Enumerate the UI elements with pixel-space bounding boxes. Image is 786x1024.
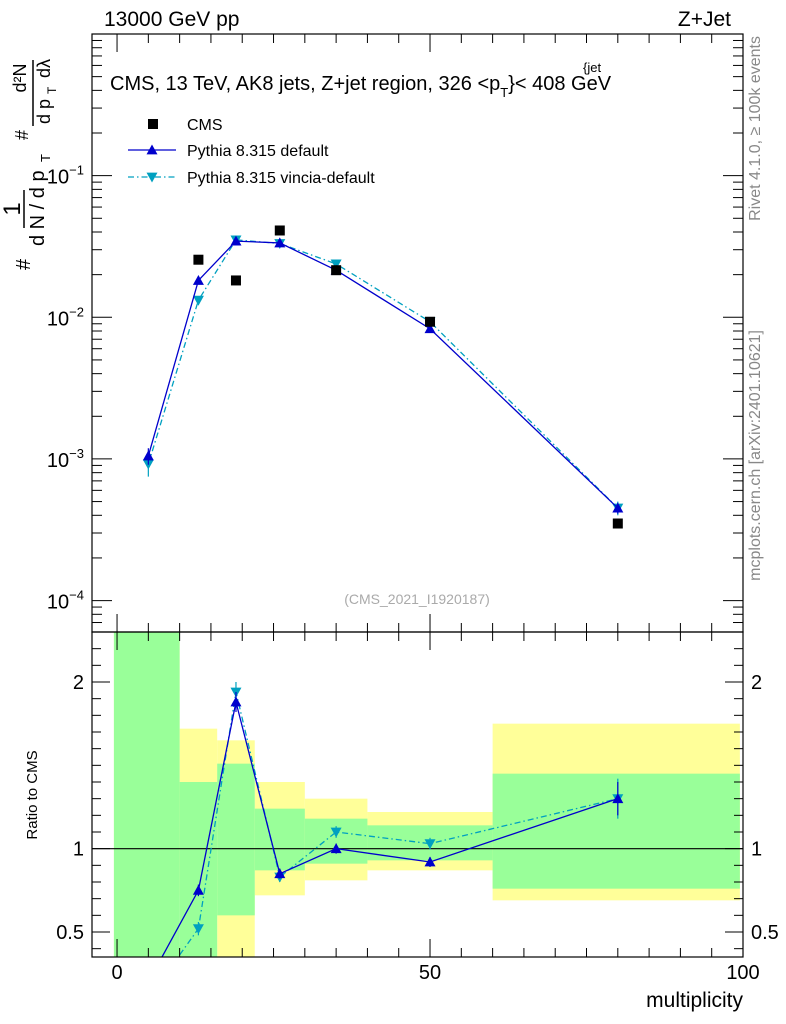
ratio-band-green	[492, 773, 740, 889]
top-point-default	[274, 237, 286, 248]
ylabel-hash-1: #	[13, 258, 35, 270]
top-y-tick-label: 10−1	[47, 163, 84, 189]
axis-tick-labels: 10−1 10−2 10−3 10−4 0 50 100 0.5 0.5 1 1 2 2	[47, 163, 779, 984]
top-point-default	[230, 235, 242, 246]
ratio-y-tick-label: 0.5	[56, 922, 84, 944]
ratio-band-green	[304, 818, 368, 864]
x-axis-label: multiplicity	[646, 989, 743, 1012]
ratio-y-tick-label-right: 2	[751, 672, 762, 694]
ratio-band-green	[217, 763, 255, 916]
ylabel-numerator: d²N	[10, 63, 30, 92]
plot-title-end: }< 408 GeV	[508, 73, 612, 95]
top-point-cms	[274, 225, 285, 236]
ratio-point-vincia	[424, 839, 436, 850]
top-point-cms	[425, 316, 436, 327]
ratio-point-default	[230, 696, 242, 707]
top-y-tick-label: 10−2	[47, 304, 84, 330]
analysis-watermark: (CMS_2021_I1920187)	[344, 591, 490, 607]
ratio-panel-frame	[91, 631, 744, 958]
ratio-y-tick-label: 2	[73, 672, 84, 694]
legend-label: Pythia 8.315 default	[187, 143, 329, 160]
source-label: mcplots.cern.ch [arXiv:2401.10621]	[747, 330, 764, 581]
top-point-default	[424, 323, 436, 334]
legend-marker	[146, 144, 158, 155]
legend-marker	[146, 172, 158, 183]
top-point-vincia	[192, 295, 204, 306]
top-point-default	[142, 450, 154, 461]
top-point-default	[192, 274, 204, 285]
top-point-cms	[193, 254, 204, 265]
ratio-bands-green	[113, 632, 740, 957]
top-point-cms	[331, 265, 342, 276]
ratio-band-green	[113, 632, 180, 957]
header-process: Z+Jet	[678, 8, 731, 31]
rivet-label: Rivet 4.1.0, ≥ 100k events	[747, 36, 764, 221]
top-y-tick-label: 10−3	[47, 446, 84, 472]
plot-title: CMS, 13 TeV, AK8 jets, Z+jet region, 326…	[110, 73, 612, 100]
x-tick-label: 100	[726, 962, 759, 984]
legend-marker-cms	[148, 119, 158, 129]
ratio-point-vincia	[192, 924, 204, 935]
plot-title-sup: {jet	[583, 60, 601, 75]
ratio-point-vincia	[330, 827, 342, 838]
ylabel-den-T: T	[45, 86, 59, 94]
plot-title-sub: T	[500, 85, 508, 100]
ratio-point-default	[274, 868, 286, 879]
plot-title-main: CMS, 13 TeV, AK8 jets, Z+jet region, 326…	[110, 73, 489, 95]
ratio-point-vincia	[143, 994, 154, 1004]
ratio-band-green	[254, 808, 305, 871]
top-point-cms	[230, 275, 241, 286]
top-point-vincia	[330, 259, 342, 270]
ylabel-hash-2: #	[12, 130, 32, 140]
top-y-tick-label: 10−4	[47, 588, 84, 614]
ratio-point-default	[330, 843, 342, 854]
ylabel-lambda: dλ	[34, 59, 54, 78]
x-tick-label: 50	[419, 962, 441, 984]
legend-label: Pythia 8.315 vincia-default	[187, 170, 375, 187]
ratio-y-axis-label: Ratio to CMS	[24, 750, 41, 839]
legend-label: CMS	[187, 117, 223, 134]
ratio-point-default	[424, 856, 436, 867]
legend: CMS Pythia 8.315 default Pythia 8.315 vinc…	[128, 117, 375, 187]
axis-ticks	[92, 33, 744, 957]
top-point-default	[612, 502, 624, 513]
top-line-default	[147, 240, 619, 509]
ratio-y-tick-label-right: 1	[751, 839, 762, 861]
ratio-y-tick-label: 1	[73, 839, 84, 861]
ylabel-one: 1	[0, 202, 26, 215]
top-panel-series	[142, 225, 624, 529]
x-tick-label: 0	[111, 962, 122, 984]
ratio-y-tick-label-right: 0.5	[751, 922, 779, 944]
ratio-point-default	[612, 793, 624, 804]
ylabel-dn-dpt: d N / d p	[27, 170, 49, 246]
top-point-cms	[612, 518, 623, 529]
ratio-point-default	[192, 884, 204, 895]
header-energy: 13000 GeV pp	[104, 8, 239, 31]
top-y-axis-label: # 1 d N / d p T # d²N d p T dλ	[0, 59, 59, 270]
ratio-point-default	[143, 977, 154, 987]
ylabel-denominator: d p	[34, 99, 54, 124]
ratio-panel-series	[143, 682, 624, 1004]
plot-title-pt: p	[489, 73, 500, 95]
top-line-vincia	[147, 239, 619, 509]
ylabel-dn-T: T	[38, 154, 53, 162]
